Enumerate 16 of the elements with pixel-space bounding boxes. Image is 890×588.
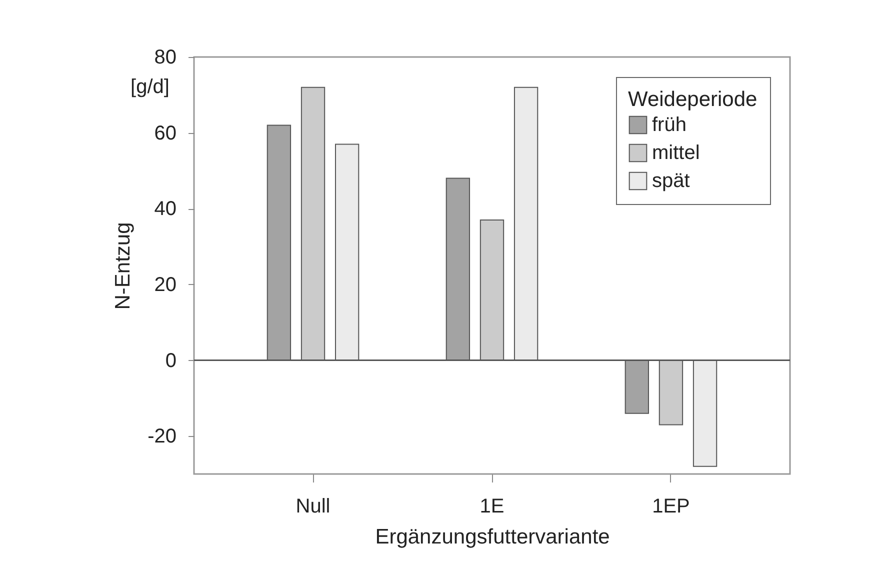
text: [g/d] <box>130 76 170 98</box>
y-tick-label: -20 <box>148 426 176 448</box>
legend-label: mittel <box>652 142 700 164</box>
y-axis-title: N-Entzug <box>112 222 135 310</box>
legend-label: früh <box>652 114 686 136</box>
x-tick-label: 1E <box>480 496 504 518</box>
legend-title: Weideperiode <box>628 88 758 111</box>
y-tick-label: 60 <box>154 122 176 144</box>
y-tick-label: 20 <box>154 274 176 296</box>
legend-label: spät <box>652 170 690 192</box>
x-axis-title: Ergänzungsfuttervariante <box>375 526 610 548</box>
x-tick-label: 1EP <box>652 496 690 518</box>
y-tick-label: 40 <box>154 198 176 220</box>
y-tick-label: 0 <box>165 350 176 372</box>
x-tick-label: Null <box>296 496 330 518</box>
y-tick-label: 80 <box>154 46 176 68</box>
